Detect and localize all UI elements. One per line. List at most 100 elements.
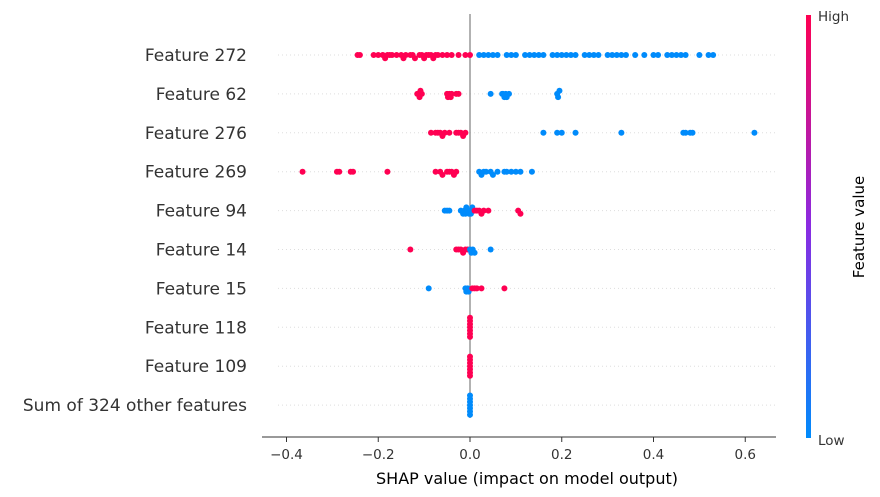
data-point [432, 168, 439, 175]
feature-label: Feature 15 [156, 279, 247, 299]
data-point [402, 52, 409, 58]
data-point [673, 52, 680, 58]
data-point [689, 129, 696, 136]
data-point [517, 168, 524, 175]
data-point [572, 129, 579, 136]
data-point [508, 168, 515, 175]
x-axis-label: SHAP value (impact on model output) [376, 469, 678, 488]
feature-label: Feature 276 [145, 124, 247, 144]
data-point [411, 55, 418, 62]
data-point [558, 129, 565, 136]
data-point [467, 372, 473, 379]
data-point [696, 52, 703, 58]
data-point [540, 129, 547, 136]
data-point [489, 52, 496, 58]
data-point [668, 52, 675, 58]
data-point [350, 168, 357, 175]
x-tick-label: −0.4 [270, 447, 303, 463]
colorbar-title: Feature value [850, 176, 868, 278]
data-point [448, 52, 455, 58]
data-point [444, 52, 451, 58]
data-point [393, 52, 400, 58]
data-point [572, 52, 579, 58]
data-point [503, 52, 510, 58]
data-point [471, 249, 478, 256]
data-point [632, 52, 639, 58]
feature-label: Feature 269 [145, 163, 247, 183]
data-point [682, 129, 689, 136]
colorbar [806, 15, 811, 438]
data-point [455, 52, 462, 58]
data-point [558, 52, 565, 58]
x-tick-label: 0.4 [643, 447, 664, 463]
data-point [375, 52, 382, 58]
data-point [485, 207, 492, 214]
data-point [555, 94, 562, 101]
data-point [448, 90, 455, 97]
data-point [682, 52, 689, 58]
data-point [622, 52, 629, 58]
data-point [483, 168, 490, 175]
data-point [705, 52, 712, 58]
data-point [446, 129, 453, 136]
data-point [678, 52, 685, 58]
data-point [503, 168, 510, 175]
data-point [522, 52, 529, 58]
data-point [618, 129, 625, 136]
data-point [567, 52, 574, 58]
data-point [604, 52, 611, 58]
x-tick-label: 0.6 [735, 447, 756, 463]
data-point [467, 353, 473, 360]
data-point [489, 171, 496, 178]
data-point [467, 333, 473, 340]
data-point [453, 168, 460, 175]
data-point [512, 168, 519, 175]
x-tick-label: −0.2 [362, 447, 395, 463]
row-gridlines [278, 54, 776, 406]
data-point [586, 52, 593, 58]
data-point [609, 52, 616, 58]
data-point [655, 52, 662, 58]
data-point [613, 52, 620, 58]
data-point [389, 52, 396, 58]
data-point [480, 52, 487, 58]
data-point [467, 411, 473, 418]
data-point [439, 52, 446, 58]
x-tick-label: 0.2 [551, 447, 572, 463]
feature-label: Feature 94 [156, 202, 247, 222]
x-axis-ticks: −0.4 −0.2 0.0 0.2 0.4 0.6 [270, 437, 756, 463]
data-point [595, 52, 602, 58]
data-point [554, 129, 561, 136]
data-point [467, 314, 473, 321]
data-point [356, 52, 363, 58]
data-point [418, 90, 425, 97]
data-point [494, 52, 501, 58]
data-point [540, 52, 547, 58]
colorbar-high-label: High [818, 9, 849, 25]
feature-label: Feature 14 [156, 241, 247, 261]
data-point [370, 52, 377, 58]
data-point [710, 52, 717, 58]
feature-label: Feature 62 [156, 85, 247, 105]
data-point [487, 246, 494, 253]
data-point [476, 52, 483, 58]
data-point [439, 171, 446, 178]
data-point [299, 168, 306, 175]
data-point [487, 90, 494, 97]
data-point [618, 52, 625, 58]
colorbar-low-label: Low [818, 433, 845, 449]
data-point [512, 52, 519, 58]
data-point [467, 52, 473, 58]
data-point [501, 285, 508, 292]
data-point [441, 129, 448, 136]
data-point [407, 246, 414, 253]
data-point [462, 129, 469, 136]
data-point [590, 52, 597, 58]
data-point [455, 90, 462, 97]
data-point [446, 207, 453, 214]
data-point [556, 87, 563, 94]
feature-label: Feature 272 [145, 46, 247, 66]
data-point [428, 129, 435, 136]
data-point [554, 52, 561, 58]
